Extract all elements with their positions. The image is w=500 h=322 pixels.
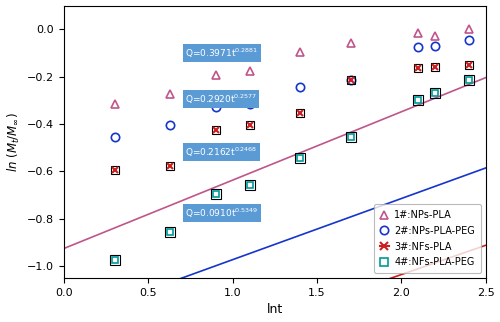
Text: Q=0.2162t$^{0.2468}$: Q=0.2162t$^{0.2468}$ — [186, 146, 258, 159]
Text: Q=0.2920t$^{0.2577}$: Q=0.2920t$^{0.2577}$ — [186, 92, 257, 106]
Text: Q=0.3971t$^{0.2881}$: Q=0.3971t$^{0.2881}$ — [186, 46, 258, 60]
Legend: 1#:NPs-PLA, 2#:NPs-PLA-PEG, 3#:NFs-PLA, 4#:NFs-PLA-PEG: 1#:NPs-PLA, 2#:NPs-PLA-PEG, 3#:NFs-PLA, … — [374, 204, 480, 273]
X-axis label: lnt: lnt — [266, 303, 283, 317]
Y-axis label: $ln$ $(M_t/M_\infty)$: $ln$ $(M_t/M_\infty)$ — [6, 112, 22, 172]
Text: Q=0.0910t$^{0.5349}$: Q=0.0910t$^{0.5349}$ — [186, 206, 259, 220]
